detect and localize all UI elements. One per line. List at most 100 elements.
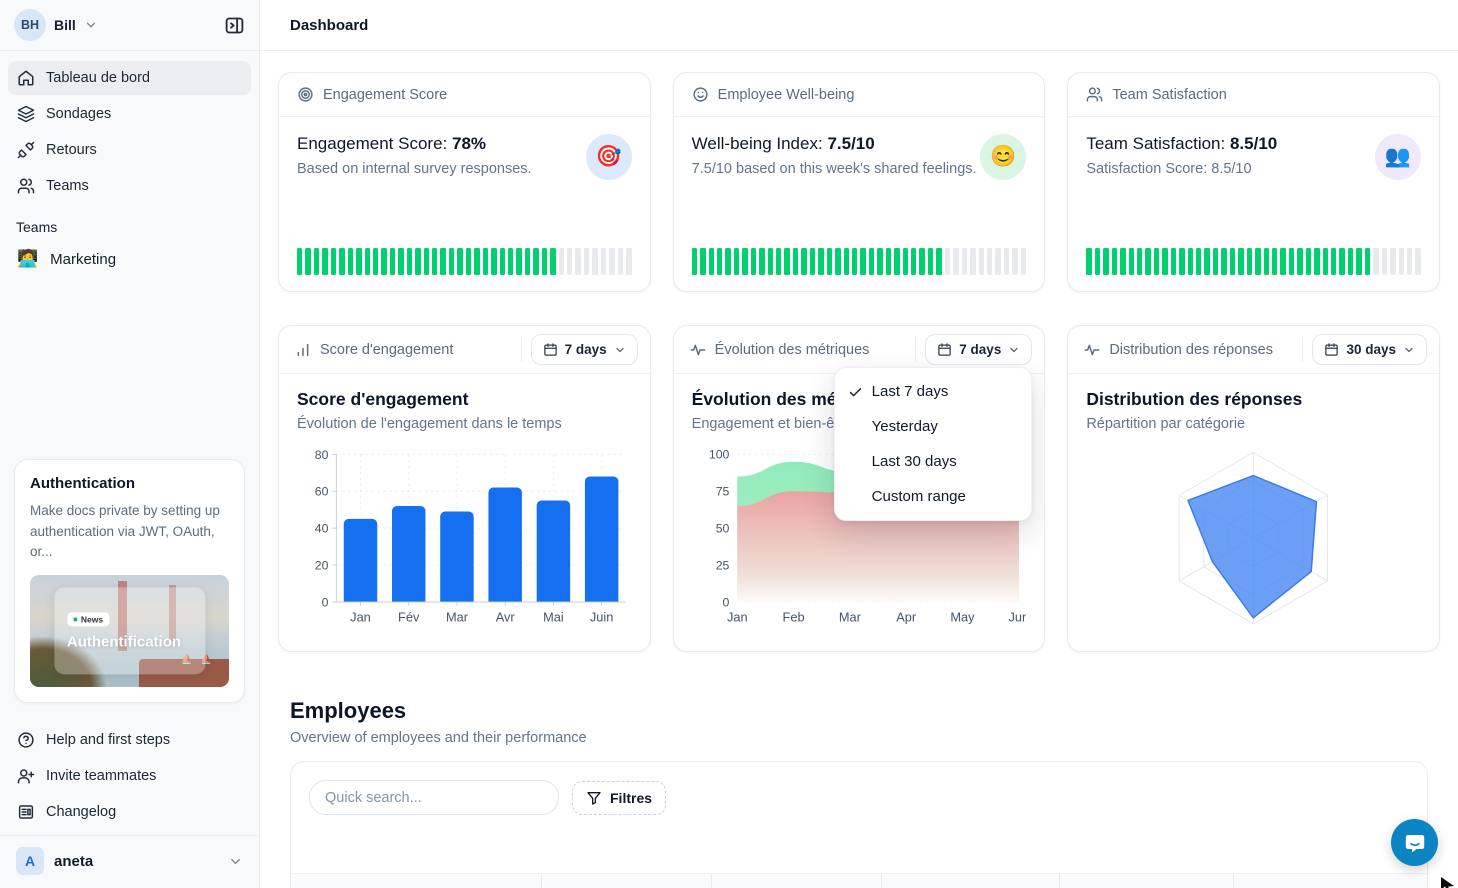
progress-segment xyxy=(516,248,522,275)
technologist-emoji-icon: 🧑‍💻 xyxy=(17,249,39,268)
filters-button[interactable]: Filtres xyxy=(572,780,667,815)
column-header-position[interactable]: Position xyxy=(711,874,881,888)
chevron-down-icon xyxy=(231,858,240,864)
svg-text:60: 60 xyxy=(315,485,329,499)
progress-segment xyxy=(1339,248,1345,275)
search-input[interactable] xyxy=(309,780,559,815)
progress-segment xyxy=(700,248,706,275)
sidebar-item-invite[interactable]: Invite teammates xyxy=(8,759,251,793)
teams-section-label: Teams xyxy=(16,219,58,235)
card-body: Well-being Index: 7.5/10 7.5/10 based on… xyxy=(674,117,1045,291)
sidebar: BH Bill Tableau de bord Sondages Retours xyxy=(0,0,260,888)
sidebar-item-teams[interactable]: Teams xyxy=(8,169,251,203)
home-icon xyxy=(18,70,34,86)
progress-segment xyxy=(970,248,976,275)
progress-segment xyxy=(1390,248,1396,275)
promo-card[interactable]: Authentication Make docs private by sett… xyxy=(14,459,245,703)
promo-image: ⛵ ⛵ News Authentification xyxy=(30,575,229,687)
column-header-participation[interactable]: Participation xyxy=(881,874,1059,888)
progress-segment xyxy=(792,248,799,275)
progress-segment xyxy=(398,248,404,275)
progress-segment xyxy=(592,248,598,275)
progress-segment xyxy=(927,248,934,275)
card-header: Distribution des réponses 30 days xyxy=(1068,326,1439,374)
sidebar-item-feedback[interactable]: Retours xyxy=(8,133,251,167)
layers-icon xyxy=(17,105,35,123)
progress-segment xyxy=(953,248,959,275)
range-select-button[interactable]: 7 days xyxy=(530,334,638,365)
progress-segment xyxy=(583,248,590,275)
progress-segment xyxy=(1373,248,1379,275)
progress-segment xyxy=(406,248,413,275)
progress-segment xyxy=(1271,248,1278,275)
employees-title: Employees xyxy=(290,698,407,723)
panel-collapse-icon xyxy=(225,17,244,33)
chat-launcher-button[interactable] xyxy=(1391,819,1438,866)
column-header-team[interactable]: Team xyxy=(541,874,711,888)
svg-text:Apr: Apr xyxy=(896,610,917,625)
menu-item-last-30-days[interactable]: Last 30 days xyxy=(871,453,957,470)
progress-segment xyxy=(708,248,714,275)
progress-segment xyxy=(1120,248,1126,275)
progress-segment xyxy=(372,248,379,275)
progress-segment xyxy=(911,248,917,275)
bar-chart: 0 20 40 60 80 Jan Fév Mar Avr Mai Juin xyxy=(297,440,632,645)
progress-segment xyxy=(322,248,328,275)
progress-segment xyxy=(750,248,757,275)
engagement-score-card: Engagement Score Engagement Score: 78% B… xyxy=(278,72,651,292)
divider xyxy=(520,337,522,362)
range-select-button[interactable]: 30 days xyxy=(1312,334,1427,365)
progress-segment xyxy=(759,248,765,275)
progress-segment xyxy=(894,248,900,275)
distribution-chart-card: Distribution des réponses 30 days Distri… xyxy=(1067,325,1440,652)
column-header-performance[interactable]: Performance xyxy=(1059,874,1233,888)
progress-segment xyxy=(1094,248,1101,275)
progress-segment xyxy=(1314,248,1320,275)
progress-segment xyxy=(440,248,446,275)
workspace-switcher[interactable]: A aneta xyxy=(0,835,259,888)
menu-item-custom-range[interactable]: Custom range xyxy=(871,488,966,505)
card-header: Évolution des métriques 7 days xyxy=(673,326,1045,374)
unplug-icon xyxy=(17,141,35,159)
progress-segment xyxy=(691,248,698,275)
table-header-row: User Team Position Participation Perform… xyxy=(291,873,1427,888)
sidebar-item-surveys[interactable]: Sondages xyxy=(8,97,251,131)
svg-text:100: 100 xyxy=(709,448,730,462)
column-header-tasks[interactable]: Tasks xyxy=(1233,874,1427,888)
user-avatar[interactable]: BH xyxy=(14,9,46,41)
menu-item-last-7-days[interactable]: Last 7 days xyxy=(835,374,1031,409)
progress-segment xyxy=(364,248,370,275)
progress-segment xyxy=(600,248,607,275)
progress-segment xyxy=(626,248,632,275)
chart-title: Score d'engagement xyxy=(297,389,469,409)
progress-segment xyxy=(507,248,514,275)
column-header-user[interactable]: User xyxy=(291,874,541,888)
card-body: Team Satisfaction: 8.5/10 Satisfaction S… xyxy=(1068,117,1439,291)
chevron-down-icon xyxy=(616,347,624,352)
progress-segment xyxy=(936,248,942,275)
svg-text:0: 0 xyxy=(322,595,329,609)
progress-segment xyxy=(1415,248,1421,275)
menu-item-yesterday[interactable]: Yesterday xyxy=(871,418,938,435)
progress-segment xyxy=(1111,248,1118,275)
range-select-button[interactable]: 7 days xyxy=(925,334,1033,365)
sidebar-item-changelog[interactable]: Changelog xyxy=(8,795,251,829)
sidebar-item-help[interactable]: Help and first steps xyxy=(8,723,251,757)
progress-segment xyxy=(448,248,455,275)
progress-segment xyxy=(465,248,472,275)
sidebar-item-dashboard[interactable]: Tableau de bord xyxy=(8,61,251,95)
progress-segment xyxy=(742,248,748,275)
sidebar-collapse-button[interactable] xyxy=(224,15,245,36)
progress-segment xyxy=(835,248,841,275)
activity-icon xyxy=(690,344,706,355)
svg-text:Juin: Juin xyxy=(590,610,613,625)
content: Engagement Score Engagement Score: 78% B… xyxy=(260,51,1458,888)
sidebar-team-marketing[interactable]: 🧑‍💻 Marketing xyxy=(0,241,259,277)
user-name[interactable]: Bill xyxy=(54,17,76,33)
progress-segment xyxy=(986,248,993,275)
progress-segment xyxy=(1020,248,1027,275)
metrics-chart-card: Évolution des métriques 7 days Évolution… xyxy=(672,325,1046,652)
users-icon xyxy=(1087,87,1103,102)
progress-segment xyxy=(767,248,774,275)
progress-segment xyxy=(1153,248,1160,275)
